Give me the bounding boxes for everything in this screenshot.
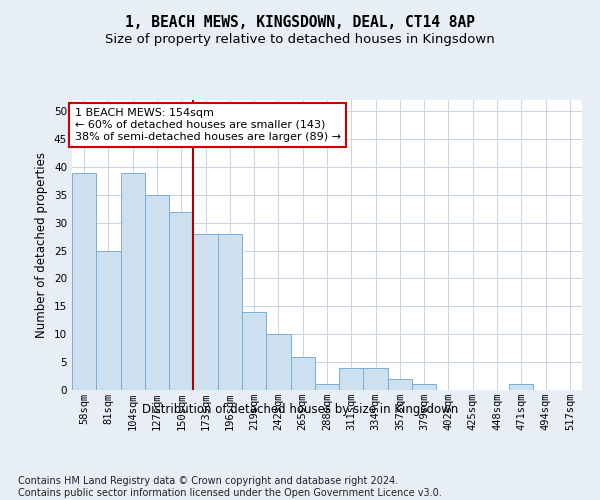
Bar xyxy=(339,368,364,390)
Y-axis label: Number of detached properties: Number of detached properties xyxy=(35,152,49,338)
Bar xyxy=(72,172,96,390)
Bar xyxy=(266,334,290,390)
Bar xyxy=(315,384,339,390)
Text: Contains HM Land Registry data © Crown copyright and database right 2024.
Contai: Contains HM Land Registry data © Crown c… xyxy=(18,476,442,498)
Text: 1 BEACH MEWS: 154sqm
← 60% of detached houses are smaller (143)
38% of semi-deta: 1 BEACH MEWS: 154sqm ← 60% of detached h… xyxy=(75,108,341,142)
Text: 1, BEACH MEWS, KINGSDOWN, DEAL, CT14 8AP: 1, BEACH MEWS, KINGSDOWN, DEAL, CT14 8AP xyxy=(125,15,475,30)
Bar xyxy=(364,368,388,390)
Bar xyxy=(193,234,218,390)
Bar xyxy=(96,250,121,390)
Bar xyxy=(121,172,145,390)
Bar xyxy=(218,234,242,390)
Bar xyxy=(242,312,266,390)
Bar xyxy=(388,379,412,390)
Bar xyxy=(290,356,315,390)
Bar xyxy=(145,195,169,390)
Bar xyxy=(509,384,533,390)
Text: Distribution of detached houses by size in Kingsdown: Distribution of detached houses by size … xyxy=(142,402,458,415)
Bar xyxy=(412,384,436,390)
Bar xyxy=(169,212,193,390)
Text: Size of property relative to detached houses in Kingsdown: Size of property relative to detached ho… xyxy=(105,32,495,46)
